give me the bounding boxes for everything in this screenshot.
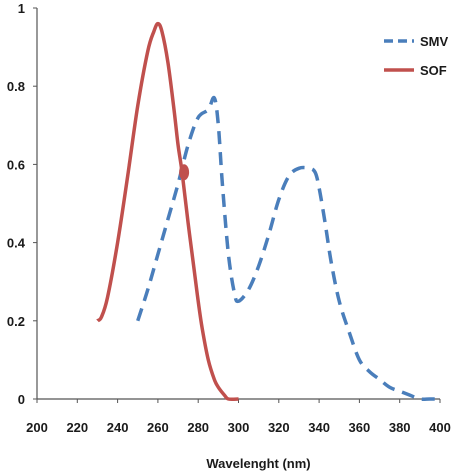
- x-tick-label: 320: [268, 420, 290, 435]
- x-tick-label: 220: [66, 420, 88, 435]
- intersection-marker: [179, 164, 190, 181]
- legend-label-sof: SOF: [420, 63, 447, 78]
- y-tick-label: 0.6: [7, 157, 25, 172]
- x-tick-label: 300: [228, 420, 250, 435]
- x-tick-label: 360: [349, 420, 371, 435]
- axes: 0 0.2 0.4 0.6 0.8 1 200 220 240 260 280 300 320 340 36…: [7, 1, 451, 435]
- x-tick-label: 260: [147, 420, 169, 435]
- y-tick-label: 0: [18, 392, 25, 407]
- x-tick-label: 280: [187, 420, 209, 435]
- y-tick-label: 0.8: [7, 79, 25, 94]
- series-line-smv: [136, 95, 440, 402]
- legend-label-smv: SMV: [420, 34, 449, 49]
- y-tick-label: 0.2: [7, 314, 25, 329]
- x-tick-label: 400: [429, 420, 451, 435]
- x-axis-title: Wavelenght (nm): [206, 456, 310, 471]
- x-tick-label: 380: [389, 420, 411, 435]
- y-tick-label: 0.4: [7, 236, 26, 251]
- series-line-sof: [96, 21, 239, 402]
- legend: SMV SOF: [384, 34, 449, 78]
- series-lines: [96, 21, 440, 402]
- intersection-marker-group: [179, 164, 190, 181]
- x-tick-label: 200: [26, 420, 48, 435]
- x-tick-label: 240: [107, 420, 129, 435]
- x-tick-label: 340: [308, 420, 330, 435]
- y-tick-label: 1: [18, 1, 25, 16]
